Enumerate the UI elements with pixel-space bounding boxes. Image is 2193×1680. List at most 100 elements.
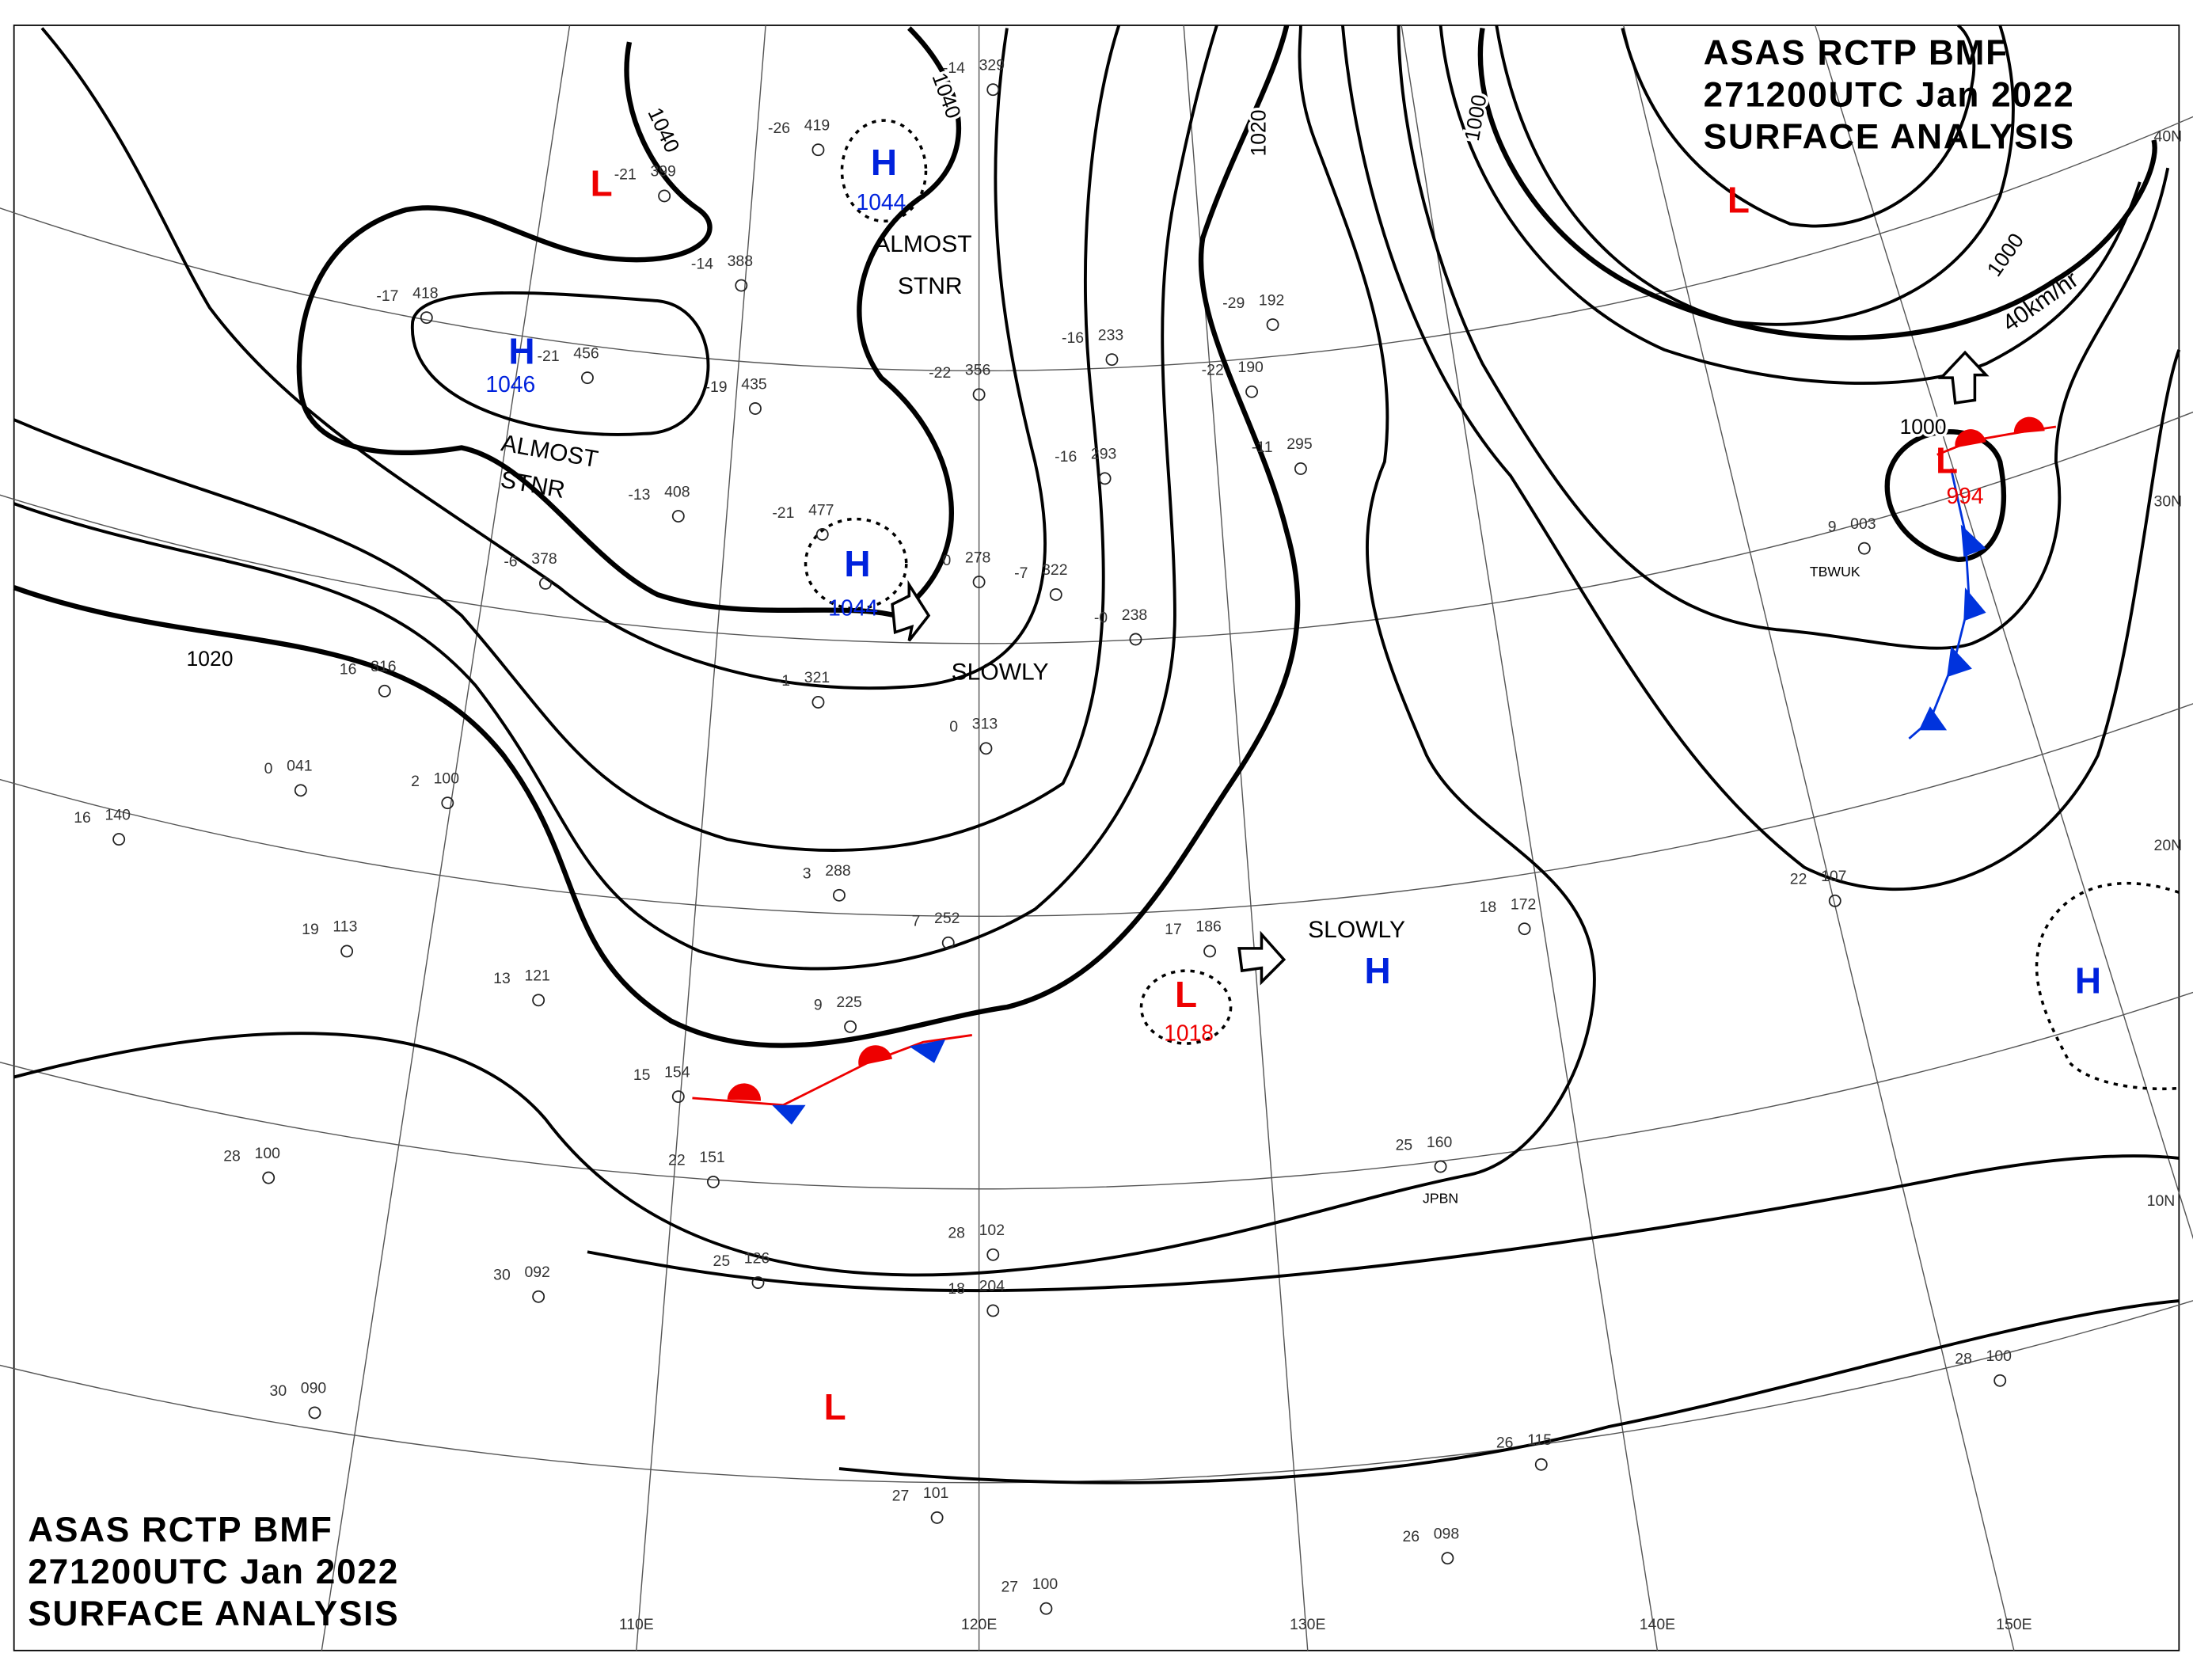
isobar-label: 1020 <box>187 647 234 671</box>
station-pressure: 100 <box>255 1145 281 1162</box>
isobar <box>1621 24 1976 228</box>
station-temperature: 9 <box>1828 518 1837 535</box>
station-pressure: 295 <box>1287 435 1312 453</box>
station-symbol <box>1098 472 1112 485</box>
fronts <box>692 416 2057 1125</box>
station-temperature: 18 <box>948 1280 965 1298</box>
isobar <box>40 27 1047 690</box>
center-pressure: 1018 <box>1164 1021 1214 1046</box>
station-temperature: 17 <box>1165 921 1182 938</box>
annotation: ALMOST <box>874 231 971 257</box>
latitude-label: 40N <box>2154 128 2183 146</box>
station-temperature: 16 <box>74 809 91 827</box>
station-temperature: -16 <box>1055 448 1077 466</box>
station-symbol <box>378 684 391 697</box>
station-symbol <box>707 1175 720 1188</box>
station-temperature: 9 <box>814 997 823 1014</box>
station-symbol <box>815 528 829 541</box>
station-symbol <box>832 888 846 902</box>
station-temperature: 25 <box>1396 1136 1413 1154</box>
station-symbol <box>1049 588 1062 601</box>
isobars <box>13 24 2181 1484</box>
station-temperature: -21 <box>614 165 637 183</box>
station-symbol <box>1294 462 1307 475</box>
arrow <box>1237 930 1287 986</box>
arrow <box>1937 350 1990 405</box>
station-pressure: 316 <box>371 658 396 675</box>
station-temperature: 19 <box>302 921 319 938</box>
station-pressure: 115 <box>1527 1431 1552 1449</box>
station-symbol <box>1828 894 1841 907</box>
isobar <box>13 25 1218 971</box>
isobar <box>1477 27 2157 340</box>
annotation: JPBN <box>1423 1190 1458 1206</box>
station-temperature: -22 <box>1202 362 1224 379</box>
station-pressure: 418 <box>412 284 438 302</box>
pressure-center: L <box>1936 439 1958 481</box>
station-pressure: 100 <box>1032 1575 1058 1593</box>
title-line: SURFACE ANALYSIS <box>1704 117 2075 156</box>
station-pressure: 322 <box>1042 561 1067 579</box>
pressure-center: H <box>1364 950 1390 991</box>
station-temperature: 22 <box>1790 871 1807 888</box>
isobar <box>1340 25 2181 891</box>
station-pressure: 288 <box>825 862 850 880</box>
station-temperature: -11 <box>1252 439 1273 456</box>
isobar <box>1139 969 1233 1045</box>
station-pressure: 172 <box>1511 895 1536 913</box>
center-pressure: 994 <box>1946 483 1983 508</box>
station-symbol <box>1857 542 1871 555</box>
station-temperature: -0 <box>1094 609 1108 626</box>
station-symbol <box>986 1248 1000 1261</box>
station-pressure: 204 <box>979 1278 1005 1295</box>
station-temperature: -14 <box>691 255 713 272</box>
isobar <box>2035 881 2180 1091</box>
station-symbol <box>979 742 993 755</box>
pressure-center: L <box>591 162 613 203</box>
station-pressure: 192 <box>1259 291 1284 309</box>
station-temperature: -16 <box>1062 329 1084 347</box>
station-symbol <box>1434 1160 1447 1173</box>
map-frame <box>13 25 2180 1651</box>
latitude-label: 10N <box>2147 1192 2176 1210</box>
station-pressure: 408 <box>664 483 690 500</box>
station-temperature: -21 <box>772 504 794 522</box>
station-pressure: 477 <box>808 501 834 519</box>
station-temperature: -7 <box>1014 564 1028 582</box>
longitude-line <box>1622 25 2015 1651</box>
station-symbol <box>751 1276 765 1290</box>
station-temperature: 30 <box>270 1382 287 1400</box>
station-pressure: 233 <box>1098 326 1123 344</box>
station-temperature: -14 <box>943 59 965 77</box>
longitude-line <box>636 25 766 1651</box>
isobar <box>13 25 1121 852</box>
station-temperature: -26 <box>768 120 790 137</box>
station-symbol <box>671 1090 685 1104</box>
station-symbol <box>986 1304 1000 1317</box>
cold-front-symbol <box>1918 524 1986 731</box>
station-temperature: 26 <box>1496 1435 1514 1452</box>
station-symbol <box>972 576 986 589</box>
station-pressure: 113 <box>333 918 357 936</box>
pressure-center: H <box>508 330 534 371</box>
station-pressure: 041 <box>287 758 312 775</box>
station-symbol <box>972 388 986 401</box>
movement-arrows <box>891 350 1990 986</box>
station-symbol <box>1441 1552 1454 1565</box>
latitude-label: 20N <box>2154 837 2183 854</box>
isobar <box>1439 25 2142 385</box>
station-symbol <box>749 402 762 415</box>
station-temperature: 15 <box>633 1066 651 1084</box>
station-temperature: 26 <box>1402 1528 1420 1545</box>
station-pressure: 186 <box>1195 918 1221 936</box>
pressure-center: L <box>1727 180 1750 221</box>
station-symbol <box>532 1290 545 1303</box>
station-pressure: 151 <box>699 1149 724 1166</box>
station-pressure: 101 <box>923 1484 948 1502</box>
annotation: STNR <box>898 273 963 299</box>
station-pressure: 100 <box>1986 1347 2012 1365</box>
station-pressure: 092 <box>524 1264 549 1281</box>
station-symbol <box>844 1020 857 1033</box>
center-pressure: 1044 <box>857 189 906 215</box>
